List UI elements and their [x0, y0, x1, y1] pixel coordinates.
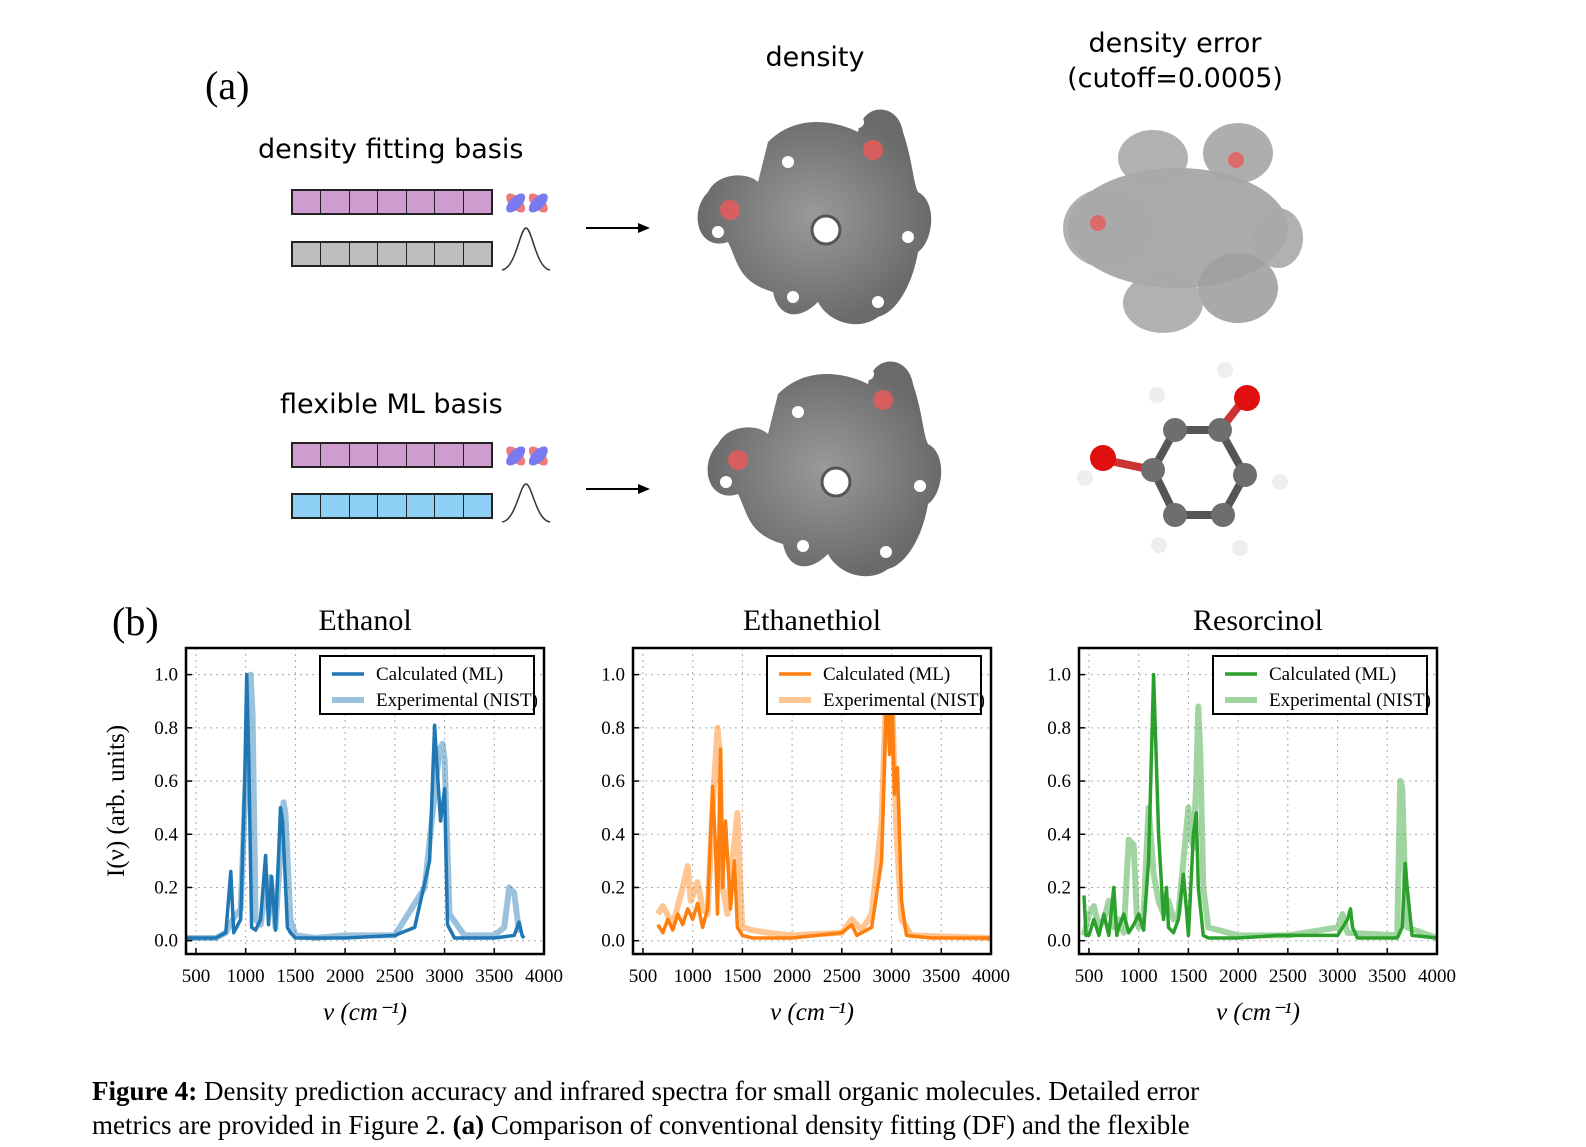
- plot-frame: [631, 646, 993, 956]
- y-tick-label: 0.4: [154, 824, 178, 845]
- panel-a-graphics: [501, 109, 1303, 577]
- x-axis-label: ν (cm⁻¹): [323, 999, 407, 1026]
- x-tick-label: 2500: [823, 966, 861, 987]
- legend-label: Calculated (ML): [376, 664, 503, 685]
- y-tick-label: 1.0: [1047, 665, 1071, 686]
- y-tick-label: 1.0: [601, 665, 625, 686]
- series-line: [186, 672, 526, 940]
- y-tick-label: 0.6: [601, 771, 625, 792]
- chart-1: 500 1000 1500 2000 2500 3000 3500 4000 0.0 0.2 0.4…: [601, 646, 1010, 1026]
- d-orbital-icon: [506, 446, 548, 466]
- panel-b-label: (b): [112, 599, 159, 644]
- legend-label: Experimental (NIST): [376, 690, 538, 711]
- angular-basis-bar-df: [291, 189, 493, 215]
- x-tick-label: 4000: [525, 966, 563, 987]
- y-axis-label: I(ν) (arb. units): [103, 725, 130, 877]
- radial-basis-bar-ml: [291, 493, 493, 519]
- x-tick-label: 3500: [1368, 966, 1406, 987]
- x-tick-label: 1500: [1169, 966, 1207, 987]
- y-tick-label: 0.0: [154, 931, 178, 952]
- x-tick-label: 2500: [1269, 966, 1307, 987]
- gaussian-icon: [501, 227, 551, 271]
- chart-title-ethanol: Ethanol: [318, 604, 412, 637]
- x-tick-label: 4000: [1418, 966, 1456, 987]
- y-tick-label: 0.6: [1047, 771, 1071, 792]
- legend-box: [319, 655, 535, 715]
- plot-frame: [184, 646, 546, 956]
- x-tick-label: 3500: [922, 966, 960, 987]
- chart-title-ethanethiol: Ethanethiol: [742, 604, 882, 637]
- chart-title-resorcinol: Resorcinol: [1193, 604, 1323, 637]
- density-isosurface-ml: [707, 361, 942, 577]
- spectra-charts: 500 1000 1500 2000 2500 3000 3500 4000 0.0 0.2 0.4…: [103, 646, 1456, 1026]
- series-line: [1082, 672, 1438, 940]
- y-tick-label: 0.8: [601, 718, 625, 739]
- legend-label: Experimental (NIST): [1269, 690, 1431, 711]
- x-tick-label: 1500: [723, 966, 761, 987]
- y-tick-label: 0.2: [601, 877, 625, 898]
- x-tick-label: 2000: [326, 966, 364, 987]
- y-tick-label: 0.4: [1047, 824, 1071, 845]
- series-line: [656, 678, 991, 940]
- density-error-column-title: density error (cutoff=0.0005): [1067, 28, 1283, 95]
- radial-basis-bar-df: [291, 241, 493, 267]
- density-fitting-basis-label: density fitting basis: [258, 134, 524, 165]
- x-tick-label: 2000: [773, 966, 811, 987]
- caption-panel-a-ref: (a): [452, 1110, 485, 1140]
- plot-frame: [1077, 646, 1439, 956]
- legend-box: [1212, 655, 1428, 715]
- legend-label: Calculated (ML): [823, 664, 950, 685]
- legend-box: [766, 655, 982, 715]
- y-tick-label: 0.8: [154, 718, 178, 739]
- x-tick-label: 3000: [873, 966, 911, 987]
- x-tick-label: 3000: [1319, 966, 1357, 987]
- caption-line-2-post: Comparison of conventional density fitti…: [484, 1110, 1190, 1140]
- arrow-right-icon: [586, 223, 650, 233]
- y-tick-label: 0.2: [154, 877, 178, 898]
- density-error-cloud-df: [1063, 123, 1303, 333]
- figure-caption: Figure 4: Density prediction accuracy an…: [92, 1074, 1480, 1142]
- x-tick-label: 2000: [1219, 966, 1257, 987]
- angular-basis-bar-ml: [291, 442, 493, 468]
- y-tick-label: 0.4: [601, 824, 625, 845]
- y-tick-label: 1.0: [154, 665, 178, 686]
- series-line: [1081, 703, 1439, 941]
- caption-line-1: Density prediction accuracy and infrared…: [197, 1076, 1200, 1106]
- y-tick-label: 0.6: [154, 771, 178, 792]
- x-tick-label: 3500: [475, 966, 513, 987]
- y-tick-label: 0.2: [1047, 877, 1071, 898]
- gaussian-icon: [501, 483, 551, 523]
- x-axis-label: ν (cm⁻¹): [770, 999, 854, 1026]
- legend-label: Calculated (ML): [1269, 664, 1396, 685]
- x-tick-label: 1000: [1120, 966, 1158, 987]
- x-tick-label: 500: [1075, 966, 1104, 987]
- x-tick-label: 500: [182, 966, 211, 987]
- panel-a-label: (a): [205, 63, 250, 108]
- flexible-ml-basis-label: flexible ML basis: [280, 389, 503, 420]
- x-tick-label: 2500: [376, 966, 414, 987]
- density-isosurface-df: [697, 109, 932, 325]
- y-tick-label: 0.0: [601, 931, 625, 952]
- x-axis-label: ν (cm⁻¹): [1216, 999, 1300, 1026]
- molecule-ball-and-stick: [1077, 362, 1288, 556]
- y-tick-label: 0.8: [1047, 718, 1071, 739]
- d-orbital-icon: [506, 193, 548, 213]
- chart-2: 500 1000 1500 2000 2500 3000 3500 4000 0.0 0.2 0.4…: [1047, 646, 1456, 1026]
- legend-label: Experimental (NIST): [823, 690, 985, 711]
- x-tick-label: 4000: [972, 966, 1010, 987]
- y-tick-label: 0.0: [1047, 931, 1071, 952]
- arrow-right-icon: [586, 484, 650, 494]
- density-column-title: density: [765, 42, 865, 73]
- x-tick-label: 1500: [276, 966, 314, 987]
- caption-line-2-pre: metrics are provided in Figure 2.: [92, 1110, 453, 1140]
- chart-0: 500 1000 1500 2000 2500 3000 3500 4000 0.0 0.2 0.4…: [103, 646, 563, 1026]
- x-tick-label: 1000: [674, 966, 712, 987]
- figure-label: Figure 4:: [92, 1076, 198, 1106]
- x-tick-label: 500: [629, 966, 658, 987]
- x-tick-label: 1000: [227, 966, 265, 987]
- x-tick-label: 3000: [426, 966, 464, 987]
